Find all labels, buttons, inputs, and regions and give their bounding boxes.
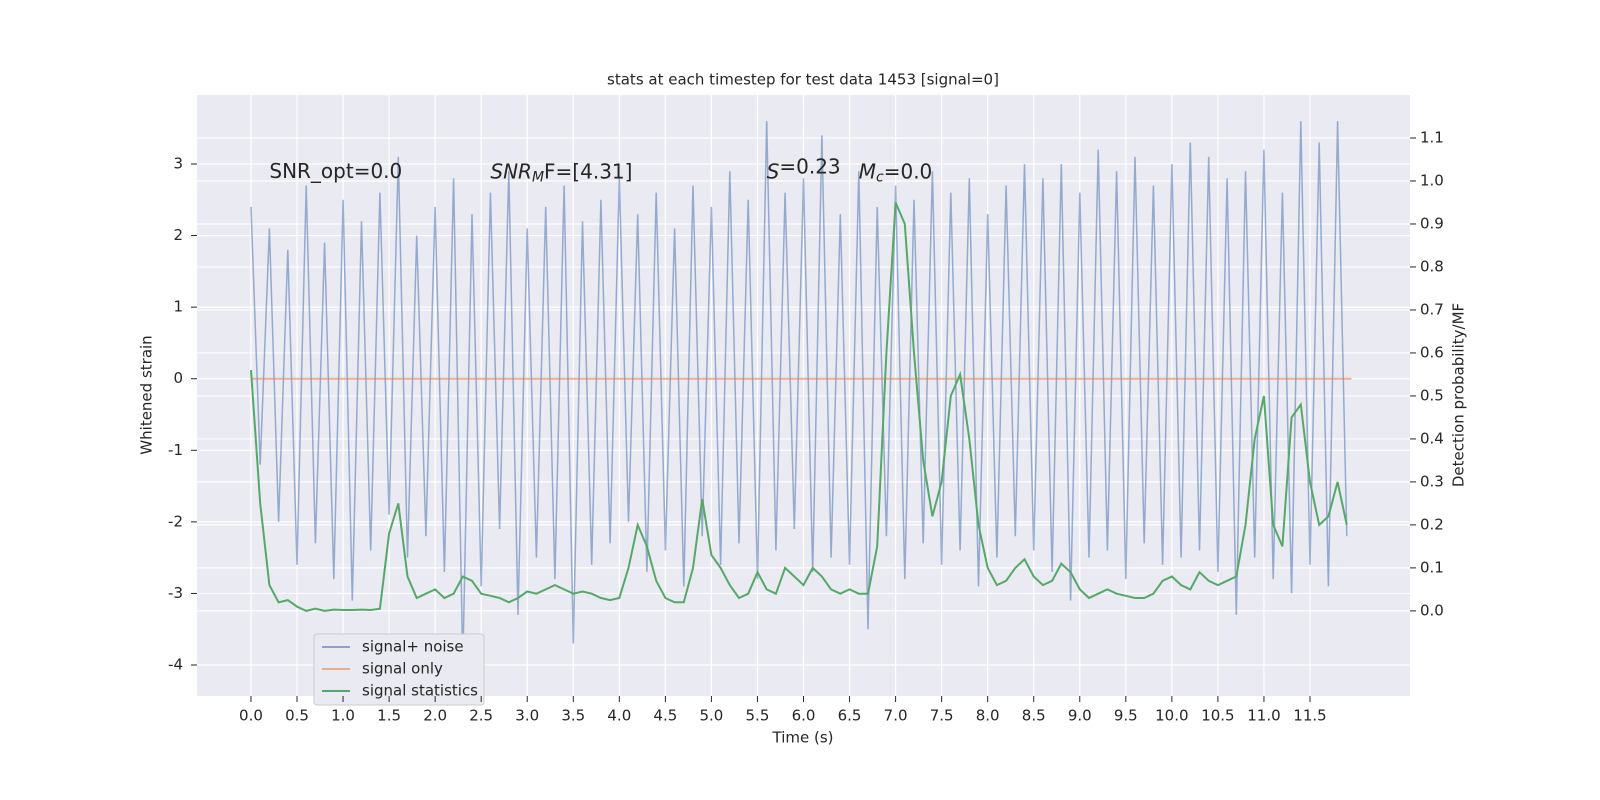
annotation-part: S <box>767 159 780 183</box>
annotation-part: M <box>532 170 544 186</box>
annotation-part: =0.23 <box>779 154 840 178</box>
y2-tick-label: 0.7 <box>1420 300 1444 318</box>
y2-axis-label: Detection probability/MF <box>1450 303 1468 487</box>
x-tick-label: 6.0 <box>792 707 816 725</box>
x-tick-label: 11.0 <box>1247 707 1280 725</box>
x-tick-label: 5.5 <box>746 707 770 725</box>
y-tick-label: 0 <box>173 369 183 387</box>
y2-tick-label: 1.1 <box>1420 128 1444 146</box>
annotation-part: c <box>876 170 884 186</box>
y2-tick-label: 0.8 <box>1420 257 1444 275</box>
x-tick-label: 5.0 <box>699 707 723 725</box>
x-tick-label: 3.0 <box>515 707 539 725</box>
y2-tick-label: 0.1 <box>1420 558 1444 576</box>
y2-tick-label: 0.5 <box>1420 386 1444 404</box>
x-tick-label: 11.5 <box>1293 707 1326 725</box>
y-tick-label: 2 <box>173 226 183 244</box>
x-tick-label: 1.5 <box>377 707 401 725</box>
annotation-part: SNR <box>490 159 532 183</box>
y-axis-label: Whitened strain <box>138 335 156 454</box>
x-tick-label: 10.0 <box>1155 707 1188 725</box>
legend-label: signal+ noise <box>362 638 464 656</box>
annotation-part: M <box>859 159 876 183</box>
x-tick-label: 1.0 <box>331 707 355 725</box>
x-tick-label: 9.0 <box>1068 707 1092 725</box>
x-tick-label: 4.5 <box>653 707 677 725</box>
x-tick-label: 2.0 <box>423 707 447 725</box>
x-tick-label: 2.5 <box>469 707 493 725</box>
chart-title: stats at each timestep for test data 145… <box>607 71 999 89</box>
annotation-part: F=[4.31] <box>544 159 632 183</box>
x-tick-label: 4.0 <box>607 707 631 725</box>
y-tick-label: 3 <box>173 154 183 172</box>
annotation: Mc=0.0 <box>859 159 933 186</box>
x-tick-label: 8.0 <box>976 707 1000 725</box>
y2-tick-label: 0.9 <box>1420 214 1444 232</box>
y-tick-label: 1 <box>173 298 183 316</box>
annotation: SNRMF=[4.31] <box>490 159 632 186</box>
y2-tick-label: 0.2 <box>1420 515 1444 533</box>
annotation-part: =0.0 <box>884 159 933 183</box>
x-tick-label: 8.5 <box>1022 707 1046 725</box>
legend-box <box>313 633 485 706</box>
x-tick-label: 3.5 <box>561 707 585 725</box>
x-tick-label: 10.5 <box>1201 707 1234 725</box>
annotation: SNR_opt=0.0 <box>269 159 402 183</box>
y2-tick-label: 0.3 <box>1420 472 1444 490</box>
series-line <box>250 121 1348 666</box>
y-tick-label: -1 <box>168 441 183 459</box>
x-axis-label: Time (s) <box>772 729 834 747</box>
y2-tick-label: 0.6 <box>1420 343 1444 361</box>
annotation: S=0.23 <box>767 154 841 183</box>
x-tick-label: 7.5 <box>930 707 954 725</box>
x-tick-label: 0.0 <box>239 707 263 725</box>
x-tick-label: 0.5 <box>285 707 309 725</box>
x-tick-label: 6.5 <box>838 707 862 725</box>
y-tick-label: -3 <box>168 584 183 602</box>
y2-tick-label: 0.4 <box>1420 429 1444 447</box>
y2-tick-label: 1.0 <box>1420 171 1444 189</box>
legend-label: signal only <box>362 660 443 678</box>
y-tick-label: -4 <box>168 656 183 674</box>
y2-tick-label: 0.0 <box>1420 601 1444 619</box>
x-tick-label: 9.5 <box>1114 707 1138 725</box>
x-tick-label: 7.0 <box>884 707 908 725</box>
legend-label: signal statistics <box>362 682 478 700</box>
series-line <box>250 202 1348 612</box>
y-tick-label: -2 <box>168 512 183 530</box>
